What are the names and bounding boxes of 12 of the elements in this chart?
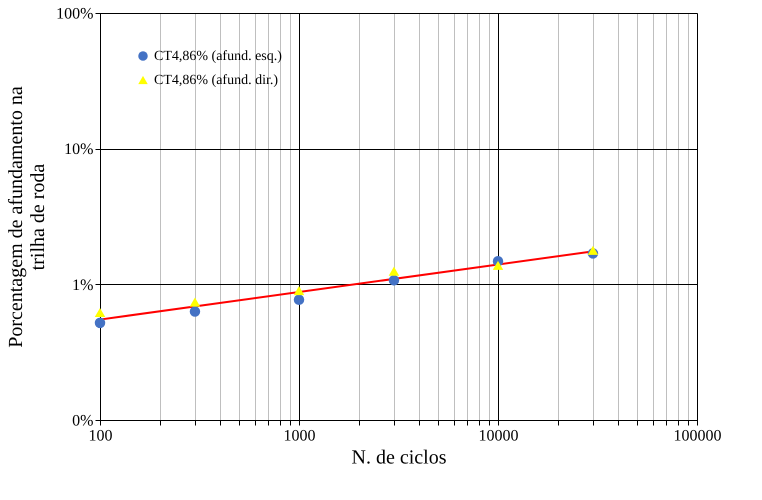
x-tick-label: 100000: [674, 428, 722, 444]
y-tick-label: 100%: [56, 6, 94, 22]
y-tick-label: 0%: [72, 412, 94, 430]
y-tick-label: 10%: [64, 141, 94, 158]
y-axis-title: Porcentagem de afundamento na trilha de roda: [5, 86, 50, 348]
x-tick-label: 10000: [478, 428, 518, 444]
x-tick-label: 100: [88, 428, 112, 444]
legend-label: CT4,86% (afund. dir.): [154, 73, 278, 88]
x-tick-label: 1000: [284, 428, 316, 444]
legend-label: CT4,86% (afund. esq.): [154, 49, 282, 64]
y-tick-label: 1%: [72, 276, 94, 294]
x-axis-title: N. de ciclos: [352, 446, 447, 468]
